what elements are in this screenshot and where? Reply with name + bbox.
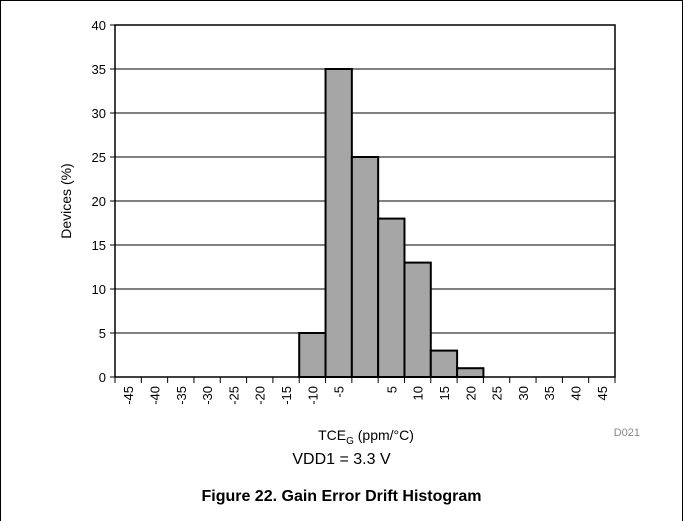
top-rule [0,0,683,1]
y-tick-label: 0 [99,370,106,385]
x-axis-label-subscript: G [346,436,354,447]
figure-code: D021 [614,427,640,439]
x-axis-label: TCEG (ppm/°C) [318,427,414,447]
x-tick-label: -10 [305,386,320,405]
y-tick-label: 5 [99,326,106,341]
y-tick-label: 40 [92,18,106,33]
x-tick-label: -5 [332,386,347,398]
x-tick-label: -40 [147,386,162,405]
x-tick-label: 40 [569,386,584,400]
x-tick-label: -15 [279,386,294,405]
histogram-bar [456,367,485,379]
x-tick-label: 10 [411,386,426,400]
histogram-bar [324,68,353,378]
figure-caption: Figure 22. Gain Error Drift Histogram [201,488,482,505]
y-tick-label: 25 [92,150,106,165]
x-tick-label: 25 [490,386,505,400]
histogram-bar [429,349,459,379]
x-tick-label: -20 [253,386,268,405]
x-tick-label: -35 [174,386,189,405]
y-axis-label: Devices (%) [58,163,74,238]
x-tick-label: -45 [121,386,136,405]
y-tick-label: 30 [92,106,106,121]
x-tick-label: 45 [595,386,610,400]
x-tick-label: 35 [542,386,557,400]
y-tick-label: 20 [92,194,106,209]
x-axis: -45 -40 -35 -30 -25 -20 -15 -10 -5 5 10 15 20 25 30 35 4… [114,377,616,405]
x-tick-label: 20 [463,386,478,400]
histogram-bar [403,261,432,379]
histogram-bar [298,332,327,378]
x-tick-label: -25 [226,386,241,405]
y-tick-label: 35 [92,62,106,77]
test-condition: VDD1 = 3.3 V [292,451,391,468]
header-partial-title: g [241,0,250,2]
x-axis-label-main: TCE [318,427,346,443]
x-axis-label-unit: (ppm/°C) [354,427,414,443]
x-tick-label: 30 [516,386,531,400]
y-tick-label: 10 [92,282,106,297]
x-tick-label: -30 [200,386,215,405]
histogram-bar [377,217,406,378]
y-axis: 0 5 10 15 20 25 30 35 40 [92,18,115,385]
x-tick-label: 5 [384,386,399,393]
y-tick-label: 15 [92,238,106,253]
histogram-bar [350,156,380,378]
bars [298,68,485,379]
x-tick-label: 15 [437,386,452,400]
